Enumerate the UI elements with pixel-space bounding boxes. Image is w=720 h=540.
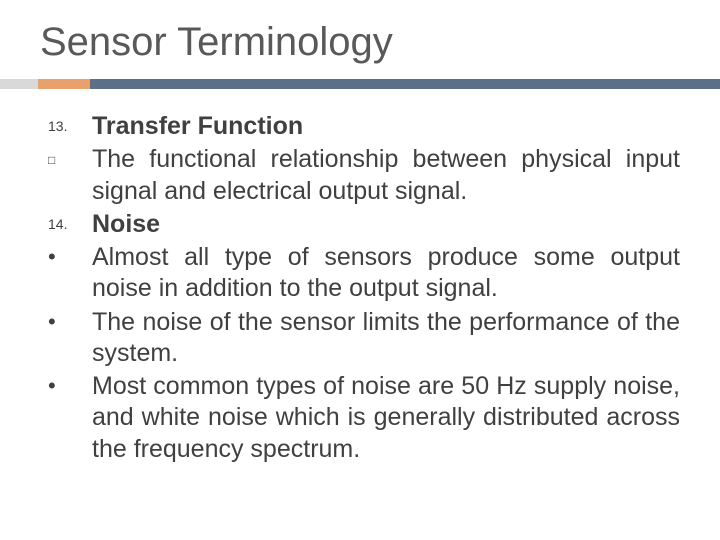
list-item: • The noise of the sensor limits the per… bbox=[48, 307, 680, 370]
list-marker: • bbox=[48, 371, 92, 465]
page-title: Sensor Terminology bbox=[0, 0, 720, 79]
list-item: 14. Noise bbox=[48, 209, 680, 240]
list-text: Most common types of noise are 50 Hz sup… bbox=[92, 371, 680, 465]
list-text: Almost all type of sensors produce some … bbox=[92, 242, 680, 305]
divider-right bbox=[90, 79, 720, 89]
list-marker: 14. bbox=[48, 209, 92, 240]
list-text: The noise of the sensor limits the perfo… bbox=[92, 307, 680, 370]
list-item: 13. Transfer Function bbox=[48, 111, 680, 142]
list-text: Transfer Function bbox=[92, 111, 680, 142]
list-marker: • bbox=[48, 242, 92, 305]
title-divider bbox=[0, 79, 720, 89]
list-marker: 13. bbox=[48, 111, 92, 142]
list-marker: □ bbox=[48, 144, 92, 207]
list-text: Noise bbox=[92, 209, 680, 240]
list-marker: • bbox=[48, 307, 92, 370]
slide: Sensor Terminology 13. Transfer Function… bbox=[0, 0, 720, 540]
list-text: The functional relationship between phys… bbox=[92, 144, 680, 207]
list-item: • Most common types of noise are 50 Hz s… bbox=[48, 371, 680, 465]
list-item: □ The functional relationship between ph… bbox=[48, 144, 680, 207]
divider-accent bbox=[38, 79, 90, 89]
content-area: 13. Transfer Function □ The functional r… bbox=[0, 89, 720, 465]
divider-left bbox=[0, 79, 38, 89]
list-item: • Almost all type of sensors produce som… bbox=[48, 242, 680, 305]
